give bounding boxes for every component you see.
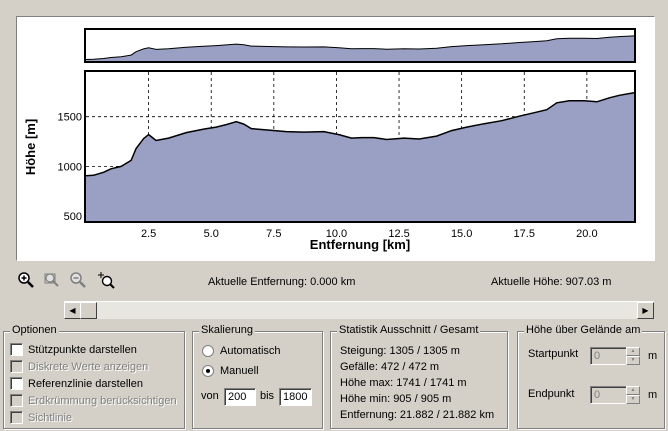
y-tick-label: 1500: [58, 112, 82, 124]
von-label: von: [201, 390, 219, 402]
checkbox-label: Referenzlinie darstellen: [28, 377, 143, 390]
checkbox-label: Sichtlinie: [28, 411, 73, 424]
scroll-thumb[interactable]: [80, 302, 97, 319]
spin-down-icon[interactable]: ▼: [626, 356, 640, 365]
checkbox-diskrete-werte[interactable]: Diskrete Werte anzeigen: [10, 360, 148, 373]
elevation-profile-chart[interactable]: 2.5 5.0 7.5 10.0 12.5 15.0 17.5 20.0 500 1000 1500…: [17, 17, 654, 260]
radio-manuell[interactable]: Manuell: [202, 365, 259, 377]
endpunkt-unit: m: [648, 389, 658, 401]
y-tick-label: 1000: [58, 161, 82, 173]
checkbox-referenzlinie[interactable]: Referenzlinie darstellen: [10, 377, 143, 390]
x-tick-label: 20.0: [576, 228, 597, 240]
checkbox-box[interactable]: [10, 377, 23, 390]
checkbox-box[interactable]: [10, 343, 23, 356]
checkbox-stuetzpunkte[interactable]: Stützpunkte darstellen: [10, 343, 137, 356]
radio-label: Automatisch: [220, 345, 281, 357]
x-tick-label: 7.5: [266, 228, 281, 240]
skalierung-title: Skalierung: [199, 324, 255, 336]
elevation-profile-panel[interactable]: 2.5 5.0 7.5 10.0 12.5 15.0 17.5 20.0 500 1000 1500…: [16, 16, 655, 261]
chevron-left-icon: ◀: [69, 305, 76, 315]
checkbox-box[interactable]: [10, 360, 23, 373]
x-tick-label: 10.0: [326, 228, 347, 240]
endpunkt-input[interactable]: [590, 386, 627, 404]
radio-label: Manuell: [220, 365, 259, 377]
hoehe-ueber-gelaende-title: Höhe über Gelände am: [524, 324, 643, 336]
tick-labels: 2.5 5.0 7.5 10.0 12.5 15.0 17.5 20.0 500 1000 1500: [58, 112, 598, 240]
von-input[interactable]: [224, 388, 256, 406]
optionen-title: Optionen: [10, 324, 59, 336]
startpunkt-unit: m: [648, 350, 658, 362]
chevron-right-icon: ▶: [642, 305, 649, 315]
checkbox-label: Diskrete Werte anzeigen: [28, 360, 149, 373]
checkbox-erdkruemmung[interactable]: Erdkrümmung berücksichtigen: [10, 394, 177, 407]
x-tick-label: 12.5: [388, 228, 409, 240]
y-axis-label: Höhe [m]: [23, 119, 38, 175]
spin-down-icon[interactable]: ▼: [626, 395, 640, 404]
bis-input[interactable]: [279, 388, 312, 406]
skalierung-group: Skalierung Automatisch Manuell von bis: [192, 324, 323, 429]
x-tick-label: 15.0: [451, 228, 472, 240]
y-tick-label: 500: [64, 211, 82, 223]
stat-hoehe-max: Höhe max: 1741 / 1741 m: [340, 377, 467, 389]
endpunkt-spinner[interactable]: ▲ ▼: [626, 386, 640, 404]
checkbox-box[interactable]: [10, 411, 23, 424]
checkbox-label: Stützpunkte darstellen: [28, 343, 137, 356]
checkbox-sichtlinie[interactable]: Sichtlinie: [10, 411, 72, 424]
stat-gefaelle: Gefälle: 472 / 472 m: [340, 361, 440, 373]
bis-label: bis: [260, 390, 275, 402]
zoom-out-icon[interactable]: [68, 270, 88, 290]
spin-up-icon[interactable]: ▲: [626, 347, 640, 356]
scroll-left-button[interactable]: ◀: [64, 302, 81, 319]
spin-up-icon[interactable]: ▲: [626, 386, 640, 395]
x-axis-label: Entfernung [km]: [310, 237, 410, 252]
radio-button[interactable]: [202, 345, 214, 357]
checkbox-box[interactable]: [10, 394, 23, 407]
radio-button[interactable]: [202, 365, 214, 377]
current-distance-readout: Aktuelle Entfernung: 0.000 km: [208, 276, 356, 288]
statistik-group: Statistik Ausschnitt / Gesamt Steigung: …: [330, 324, 508, 429]
overview-profile-area: [86, 35, 634, 61]
profile-line: [85, 92, 635, 177]
zoom-window-icon[interactable]: [96, 270, 116, 290]
radio-automatisch[interactable]: Automatisch: [202, 345, 281, 357]
stat-hoehe-min: Höhe min: 905 / 905 m: [340, 393, 452, 405]
zoom-toolbar: Aktuelle Entfernung: 0.000 km Aktuelle H…: [16, 268, 653, 292]
current-height-readout: Aktuelle Höhe: 907.03 m: [491, 276, 612, 288]
stat-steigung: Steigung: 1305 / 1305 m: [340, 345, 460, 357]
zoom-in-icon[interactable]: [16, 270, 36, 290]
endpunkt-label: Endpunkt: [528, 388, 575, 400]
hoehe-ueber-gelaende-group: Höhe über Gelände am Startpunkt ▲ ▼ m En…: [517, 324, 665, 429]
overview-profile-line: [85, 35, 635, 60]
startpunkt-spinner[interactable]: ▲ ▼: [626, 347, 640, 365]
horizontal-scrollbar[interactable]: ◀ ▶: [64, 301, 654, 319]
checkbox-label: Erdkrümmung berücksichtigen: [28, 394, 177, 407]
stat-entfernung: Entfernung: 21.882 / 21.882 km: [340, 409, 495, 421]
startpunkt-input[interactable]: [590, 347, 627, 365]
x-tick-label: 17.5: [514, 228, 535, 240]
profile-area: [86, 92, 634, 221]
x-tick-label: 2.5: [141, 228, 156, 240]
optionen-group: Optionen Stützpunkte darstellen Diskrete…: [3, 324, 185, 429]
x-tick-label: 5.0: [204, 228, 219, 240]
startpunkt-label: Startpunkt: [528, 348, 579, 360]
zoom-extent-icon[interactable]: [42, 270, 62, 290]
statistik-title: Statistik Ausschnitt / Gesamt: [337, 324, 481, 336]
scroll-right-button[interactable]: ▶: [637, 302, 654, 319]
